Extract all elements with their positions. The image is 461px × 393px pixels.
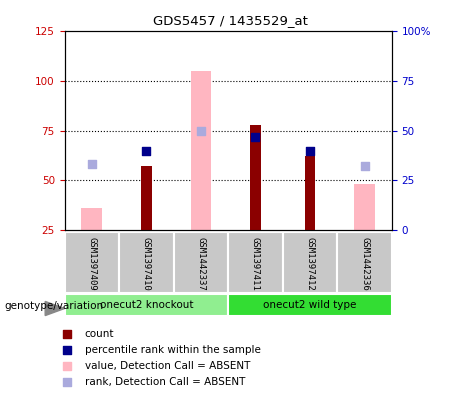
Point — [306, 147, 313, 154]
Text: GSM1397409: GSM1397409 — [87, 237, 96, 290]
Bar — [190, 71, 211, 230]
Point — [63, 347, 71, 353]
Text: rank, Detection Call = ABSENT: rank, Detection Call = ABSENT — [85, 377, 245, 387]
Bar — [354, 184, 375, 230]
Bar — [283, 232, 337, 293]
Text: count: count — [85, 329, 114, 339]
Point — [142, 147, 150, 154]
Text: genotype/variation: genotype/variation — [5, 301, 104, 311]
Point — [252, 134, 259, 140]
Bar — [228, 294, 392, 316]
Text: GSM1442336: GSM1442336 — [360, 237, 369, 290]
Point — [63, 379, 71, 385]
Text: GSM1442337: GSM1442337 — [196, 237, 206, 290]
Point — [63, 362, 71, 369]
Point — [63, 331, 71, 337]
Bar — [82, 208, 102, 230]
Text: onecut2 knockout: onecut2 knockout — [100, 300, 193, 310]
Point — [88, 161, 95, 167]
Point — [197, 127, 205, 134]
Polygon shape — [45, 301, 65, 316]
Point — [361, 163, 368, 169]
Bar — [337, 232, 392, 293]
Bar — [119, 232, 174, 293]
Bar — [228, 232, 283, 293]
Text: GDS5457 / 1435529_at: GDS5457 / 1435529_at — [153, 14, 308, 27]
Text: GSM1397410: GSM1397410 — [142, 237, 151, 290]
Bar — [250, 125, 261, 230]
Text: percentile rank within the sample: percentile rank within the sample — [85, 345, 260, 355]
Text: GSM1397412: GSM1397412 — [306, 237, 314, 290]
Bar — [174, 232, 228, 293]
Bar — [305, 156, 315, 230]
Text: value, Detection Call = ABSENT: value, Detection Call = ABSENT — [85, 361, 250, 371]
Bar — [141, 166, 152, 230]
Bar — [65, 294, 228, 316]
Text: GSM1397411: GSM1397411 — [251, 237, 260, 290]
Text: onecut2 wild type: onecut2 wild type — [263, 300, 357, 310]
Bar — [65, 232, 119, 293]
